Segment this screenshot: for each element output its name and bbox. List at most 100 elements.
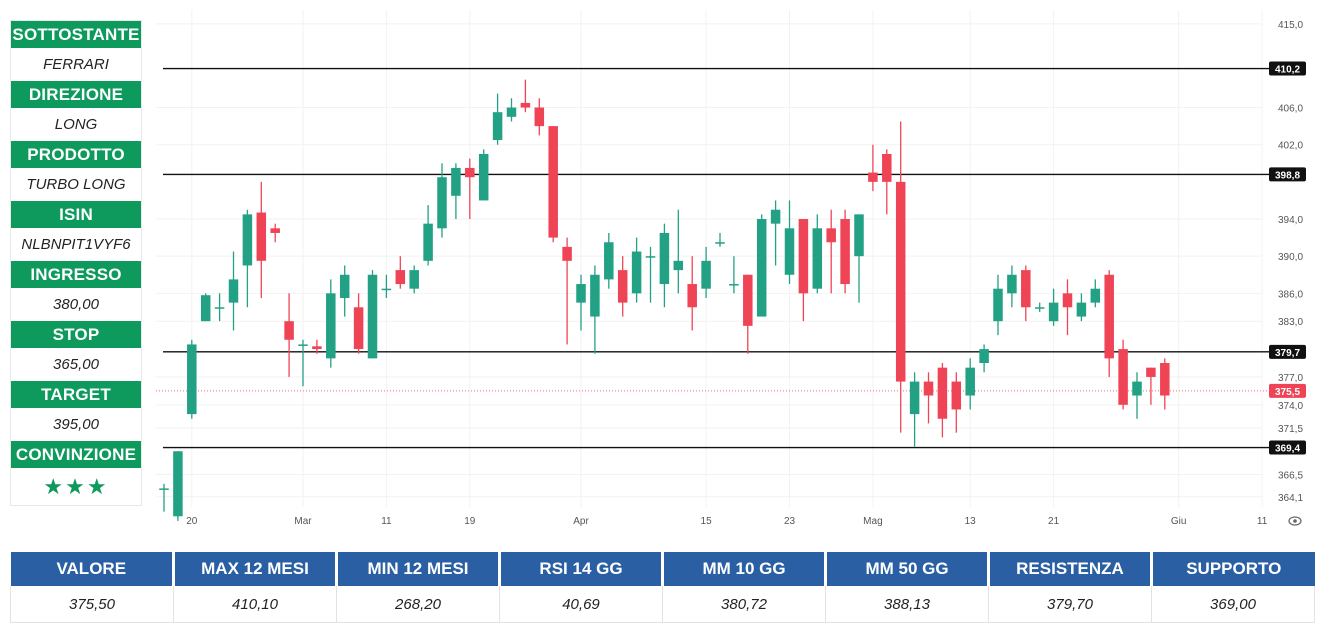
isin-label: ISIN [11,201,141,228]
x-tick-label: 13 [965,516,977,527]
candle [590,265,600,354]
level-label: 410,2 [1275,65,1300,76]
candle [687,256,697,331]
candle-body [506,107,517,117]
candle-body [298,344,308,346]
candle-body [326,293,336,359]
candle [1090,279,1101,308]
candle [506,98,517,122]
level-badge-bg [1269,344,1306,359]
date-axis: 20 Mar 11 19 Apr 15 23 Mag 13 21 Giu 11 [186,516,1267,527]
target-label: TARGET [11,381,141,408]
candle-body [729,284,739,286]
candle [339,265,350,317]
x-tick-label: Mar [294,516,312,527]
candle-body [1007,274,1017,294]
candle [1118,339,1128,410]
candle [576,274,586,331]
candle-body [756,219,767,317]
level-lines [156,67,1270,449]
eye-icon[interactable] [1288,516,1302,526]
candle-body [437,177,447,229]
conviction-label: CONVINZIONE [11,441,141,468]
candle [367,270,378,359]
candle [326,279,336,368]
candle [965,358,975,410]
stop-label: STOP [11,321,141,348]
candle [937,363,948,438]
candle-body [1132,381,1142,396]
candle [478,149,489,201]
y-tick-label: 406,0 [1278,104,1303,115]
y-tick-label: 394,0 [1278,215,1303,226]
candle-body [270,228,280,233]
candle [617,256,628,317]
direction-value: LONG [11,108,141,141]
candle-body [367,274,378,359]
col-header-value: VALORE [10,552,175,586]
cell-mm10: 380,72 [662,586,826,623]
level-badge: 379,7 [1269,344,1306,359]
underlying-value: FERRARI [11,48,141,81]
col-header-min12: MIN 12 MESI [336,552,501,586]
candle-body [520,102,531,108]
candle [465,158,475,220]
candle [770,200,781,266]
cell-mm50: 388,13 [825,586,989,623]
candle-body [715,242,725,244]
candle-body [409,270,419,289]
candle [256,181,267,298]
candle-body [228,279,239,303]
candle [854,214,864,303]
y-tick-label: 371,5 [1278,424,1303,435]
level-badge: 398,8 [1269,167,1306,182]
candle [159,483,169,512]
candle [1076,293,1087,322]
candle [784,200,795,285]
cell-resistance: 379,70 [988,586,1152,623]
candle-body [1160,363,1170,396]
candle [1146,367,1156,405]
candle-body [784,228,795,275]
candle [631,237,642,303]
level-badge: 410,2 [1269,61,1306,76]
candle [756,214,767,317]
candle [381,274,392,298]
candle-body [492,112,503,141]
candles [159,79,1170,521]
level-badge-bg [1269,61,1306,76]
candle-body [798,219,809,294]
candle-body [854,214,864,257]
candle-body [339,274,350,298]
candle [979,344,989,373]
candle-body [812,228,823,289]
entry-label: INGRESSO [11,261,141,288]
candle-body [1076,302,1087,317]
candle [187,339,197,419]
level-badge-bg [1269,440,1306,455]
candle [353,293,364,354]
candle [645,246,656,303]
candle-body [1104,274,1114,359]
indicators-table: VALORE MAX 12 MESI MIN 12 MESI RSI 14 GG… [10,552,1315,623]
candle-body [868,172,878,182]
candle-body [909,381,920,415]
candle-body [923,381,934,396]
conviction-stars: ★★★ [11,468,141,505]
candle-body [631,251,642,294]
candle-body [645,256,656,258]
candle-body [826,228,836,243]
candle [659,223,670,308]
candle [173,451,183,521]
candle-body [395,270,406,285]
candle [743,274,753,354]
candle [701,246,711,298]
candle [895,121,906,433]
candle-body [200,295,211,322]
level-badge: 369,4 [1269,440,1306,455]
current-price-badge: 375,5 [1269,383,1306,398]
col-header-resistance: RESISTENZA [988,552,1153,586]
cell-min12: 268,20 [336,586,500,623]
candle-body [548,126,558,238]
col-header-mm50: MM 50 GG [825,552,990,586]
